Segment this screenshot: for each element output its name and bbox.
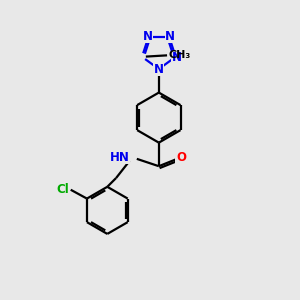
Text: N: N	[165, 30, 175, 43]
Text: HN: HN	[110, 151, 129, 164]
Text: N: N	[154, 62, 164, 76]
Text: CH₃: CH₃	[169, 50, 191, 60]
Text: N: N	[172, 51, 182, 64]
Text: Cl: Cl	[56, 183, 69, 196]
Text: O: O	[176, 151, 186, 164]
Text: N: N	[142, 30, 153, 43]
